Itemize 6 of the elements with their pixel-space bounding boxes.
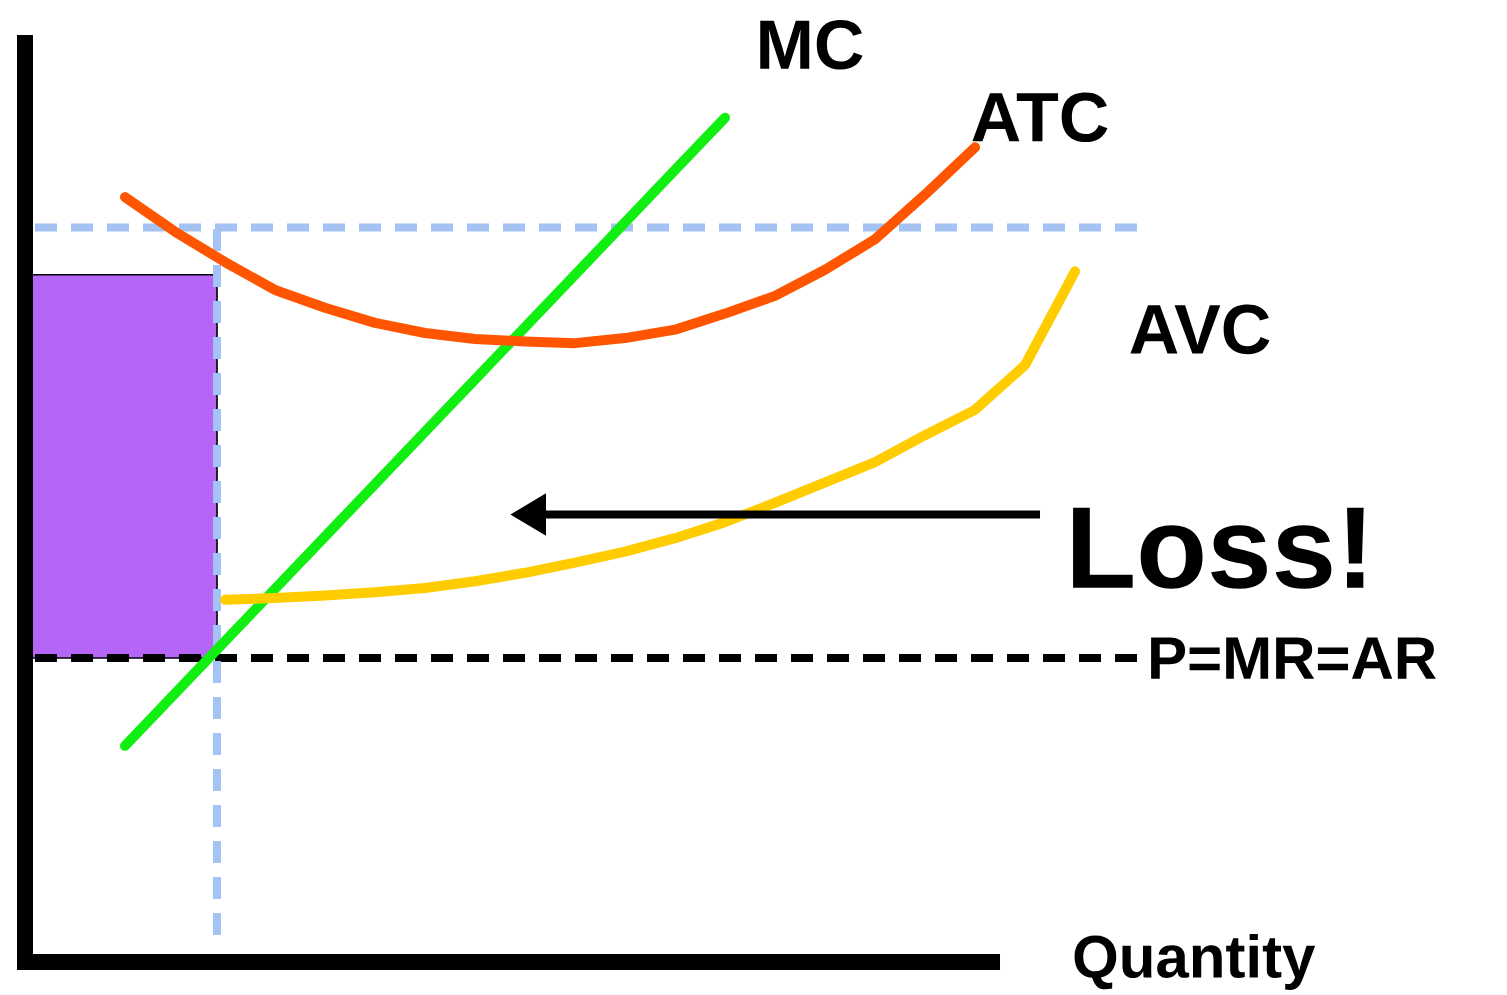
x-axis-title: Quantity — [1074, 934, 1316, 990]
ref-line-label: P=MR=AR — [1151, 637, 1436, 679]
series-label: ATC — [972, 92, 1108, 143]
series-label: AVC — [1130, 304, 1270, 355]
series-label: MC — [760, 19, 863, 70]
annotation: Loss! — [1073, 507, 1364, 589]
